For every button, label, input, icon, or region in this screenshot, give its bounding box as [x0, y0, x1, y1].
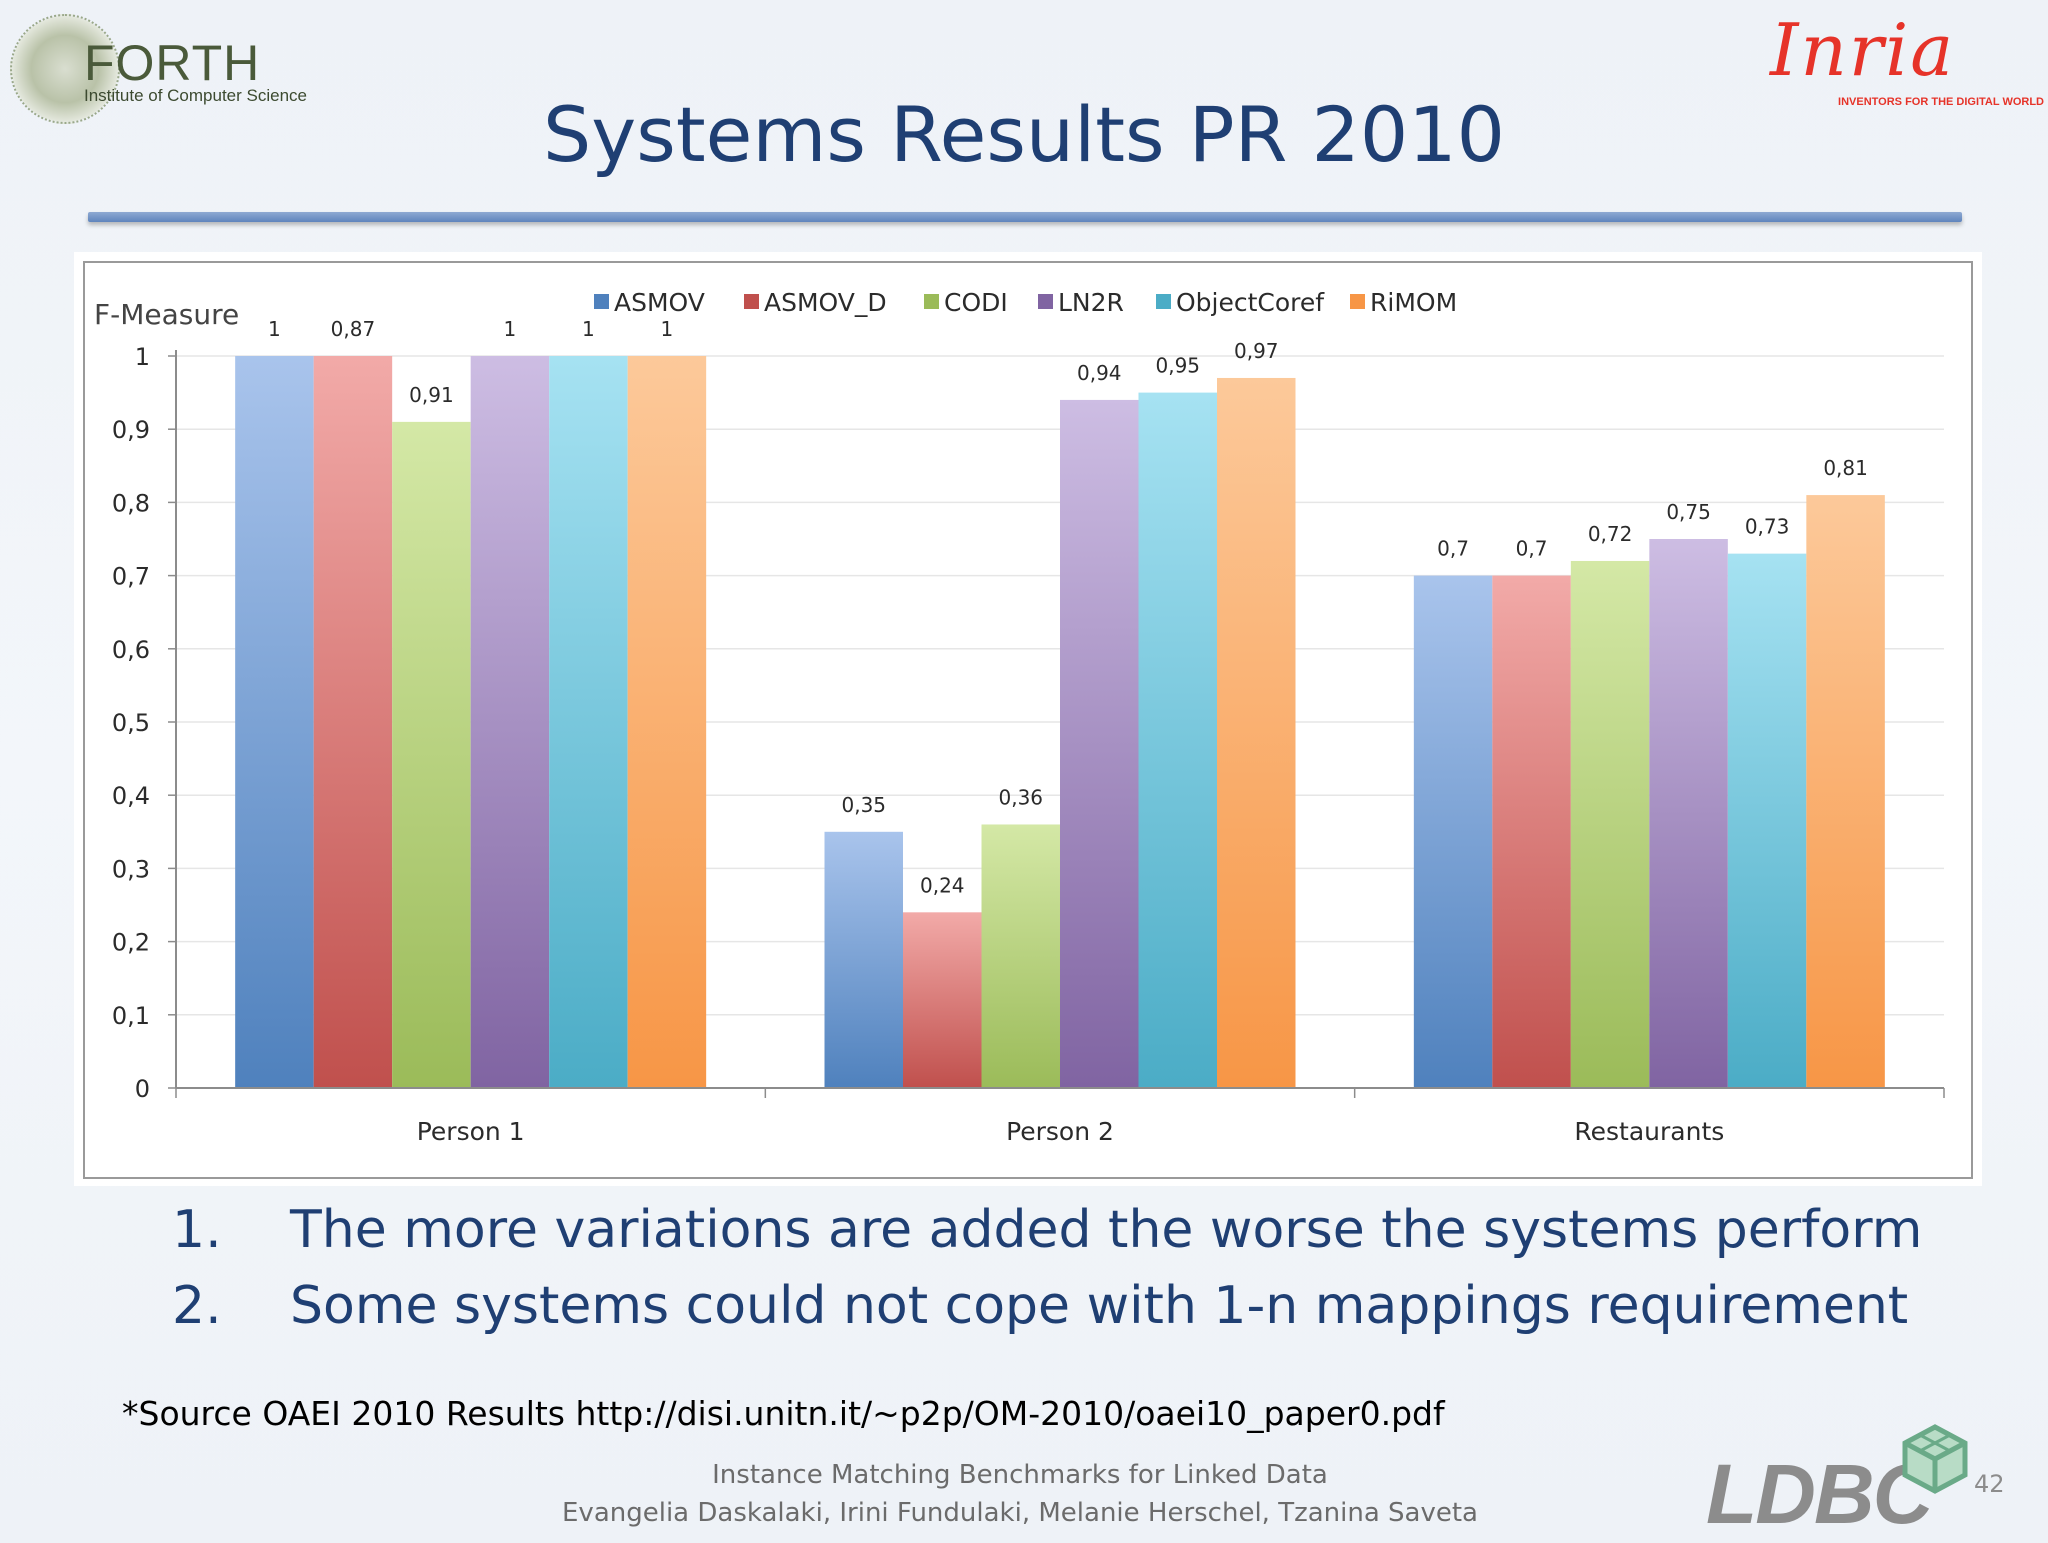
- legend-label: CODI: [944, 288, 1008, 317]
- x-category-label: Person 2: [1006, 1117, 1114, 1146]
- bar-asmov-d: [1492, 575, 1571, 1088]
- data-label: 0,94: [1077, 361, 1122, 385]
- bar-rimom: [1806, 495, 1885, 1088]
- bar-asmov-d: [313, 356, 393, 1088]
- bar-asmov: [1413, 575, 1493, 1088]
- legend-swatch: [1350, 294, 1365, 309]
- data-label: 0,97: [1234, 339, 1279, 363]
- y-tick-label: 0,4: [112, 782, 150, 810]
- data-label: 0,75: [1666, 500, 1711, 524]
- slide-title: Systems Results PR 2010: [543, 90, 1505, 179]
- data-label: 1: [268, 317, 281, 341]
- ldbc-wordmark: LDBC: [1706, 1447, 1933, 1541]
- legend-label: ASMOV_D: [764, 288, 887, 317]
- bullet-text: Some systems could not cope with 1-n map…: [290, 1276, 1909, 1336]
- data-label: 0,81: [1823, 456, 1868, 480]
- data-label: 0,24: [920, 873, 965, 897]
- y-axis-label: F-Measure: [94, 298, 239, 331]
- data-label: 0,36: [998, 785, 1043, 809]
- bar-objectcoref: [549, 356, 628, 1088]
- x-category-label: Restaurants: [1574, 1117, 1724, 1146]
- inria-wordmark: Inria: [1770, 8, 1956, 92]
- bar-codi: [392, 421, 471, 1088]
- y-tick-label: 0,2: [112, 929, 150, 957]
- bar-asmov: [824, 831, 903, 1088]
- bar-rimom: [627, 356, 707, 1088]
- cube-icon: [1902, 1424, 1968, 1494]
- chart-card: 0 0,1 0,2 0,3 0,4 0,5 0,6 0,7 0,8 0,9 1 F-Measure 1 0…: [74, 252, 1982, 1186]
- forth-logo: FORTH Institute of Computer Science: [10, 14, 410, 124]
- title-divider: [88, 212, 1962, 222]
- data-label: 0,95: [1155, 354, 1200, 378]
- y-tick-label: 0,3: [112, 855, 150, 883]
- bar-chart: 00,10,20,30,40,50,60,70,80,91F-Measure 1 0…: [83, 261, 1973, 1179]
- y-tick-label: 0,5: [112, 709, 150, 737]
- bar-objectcoref: [1727, 553, 1807, 1088]
- bar-ln2r: [1060, 399, 1139, 1088]
- forth-subtitle: Institute of Computer Science: [84, 86, 308, 105]
- bullet-list: 1. The more variations are added the wor…: [172, 1200, 1992, 1352]
- y-tick-label: 1: [135, 343, 150, 371]
- bar-codi: [1570, 560, 1650, 1088]
- y-tick-label: 0: [135, 1075, 150, 1103]
- footer-title: Instance Matching Benchmarks for Linked …: [712, 1460, 1328, 1490]
- legend-label: RiMOM: [1370, 288, 1457, 317]
- data-label: 1: [661, 317, 674, 341]
- data-label: 0,7: [1516, 537, 1548, 561]
- x-category-label: Person 1: [417, 1117, 525, 1146]
- bullet-number: 2.: [172, 1276, 222, 1336]
- inria-tagline: INVENTORS FOR THE DIGITAL WORLD: [1838, 96, 2044, 108]
- legend-swatch: [594, 294, 609, 309]
- footer-authors: Evangelia Daskalaki, Irini Fundulaki, Me…: [562, 1498, 1478, 1528]
- ldbc-logo: LDBC: [1706, 1424, 1968, 1541]
- bar-asmov: [235, 356, 314, 1088]
- legend-swatch: [744, 294, 759, 309]
- y-tick-label: 0,1: [112, 1002, 150, 1030]
- bullet-text: The more variations are added the worse …: [290, 1200, 1923, 1260]
- bar-ln2r: [1649, 539, 1728, 1088]
- legend-label: ObjectCoref: [1176, 288, 1325, 317]
- legend-swatch: [1156, 294, 1171, 309]
- data-label: 0,87: [331, 317, 376, 341]
- y-tick-label: 0,6: [112, 636, 150, 664]
- legend-label: ASMOV: [614, 288, 705, 317]
- data-label: 1: [582, 317, 595, 341]
- legend-swatch: [924, 294, 939, 309]
- bullet-item: 2. Some systems could not cope with 1-n …: [172, 1276, 1992, 1352]
- inria-logo: Inria INVENTORS FOR THE DIGITAL WORLD: [1770, 8, 2046, 108]
- data-label: 0,91: [409, 383, 454, 407]
- page-number: 42: [1974, 1470, 2005, 1498]
- data-label: 0,72: [1588, 522, 1633, 546]
- data-label: 0,7: [1437, 537, 1469, 561]
- bar-ln2r: [470, 356, 550, 1088]
- legend-label: LN2R: [1058, 288, 1124, 317]
- data-label: 0,35: [841, 793, 886, 817]
- bullet-item: 1. The more variations are added the wor…: [172, 1200, 1992, 1276]
- bar-codi: [981, 824, 1060, 1088]
- source-citation: *Source OAEI 2010 Results http://disi.un…: [122, 1394, 1445, 1433]
- forth-seal-icon: [10, 14, 120, 124]
- y-tick-label: 0,7: [112, 563, 150, 591]
- bar-asmov-d: [903, 912, 982, 1088]
- y-tick-label: 0,8: [112, 489, 150, 517]
- y-tick-label: 0,9: [112, 416, 150, 444]
- data-label: 1: [504, 317, 517, 341]
- bar-rimom: [1217, 377, 1296, 1089]
- forth-name: FORTH: [84, 35, 261, 91]
- bullet-number: 1.: [172, 1200, 222, 1260]
- bar-objectcoref: [1138, 392, 1217, 1089]
- legend-swatch: [1038, 294, 1053, 309]
- data-label: 0,73: [1745, 515, 1790, 539]
